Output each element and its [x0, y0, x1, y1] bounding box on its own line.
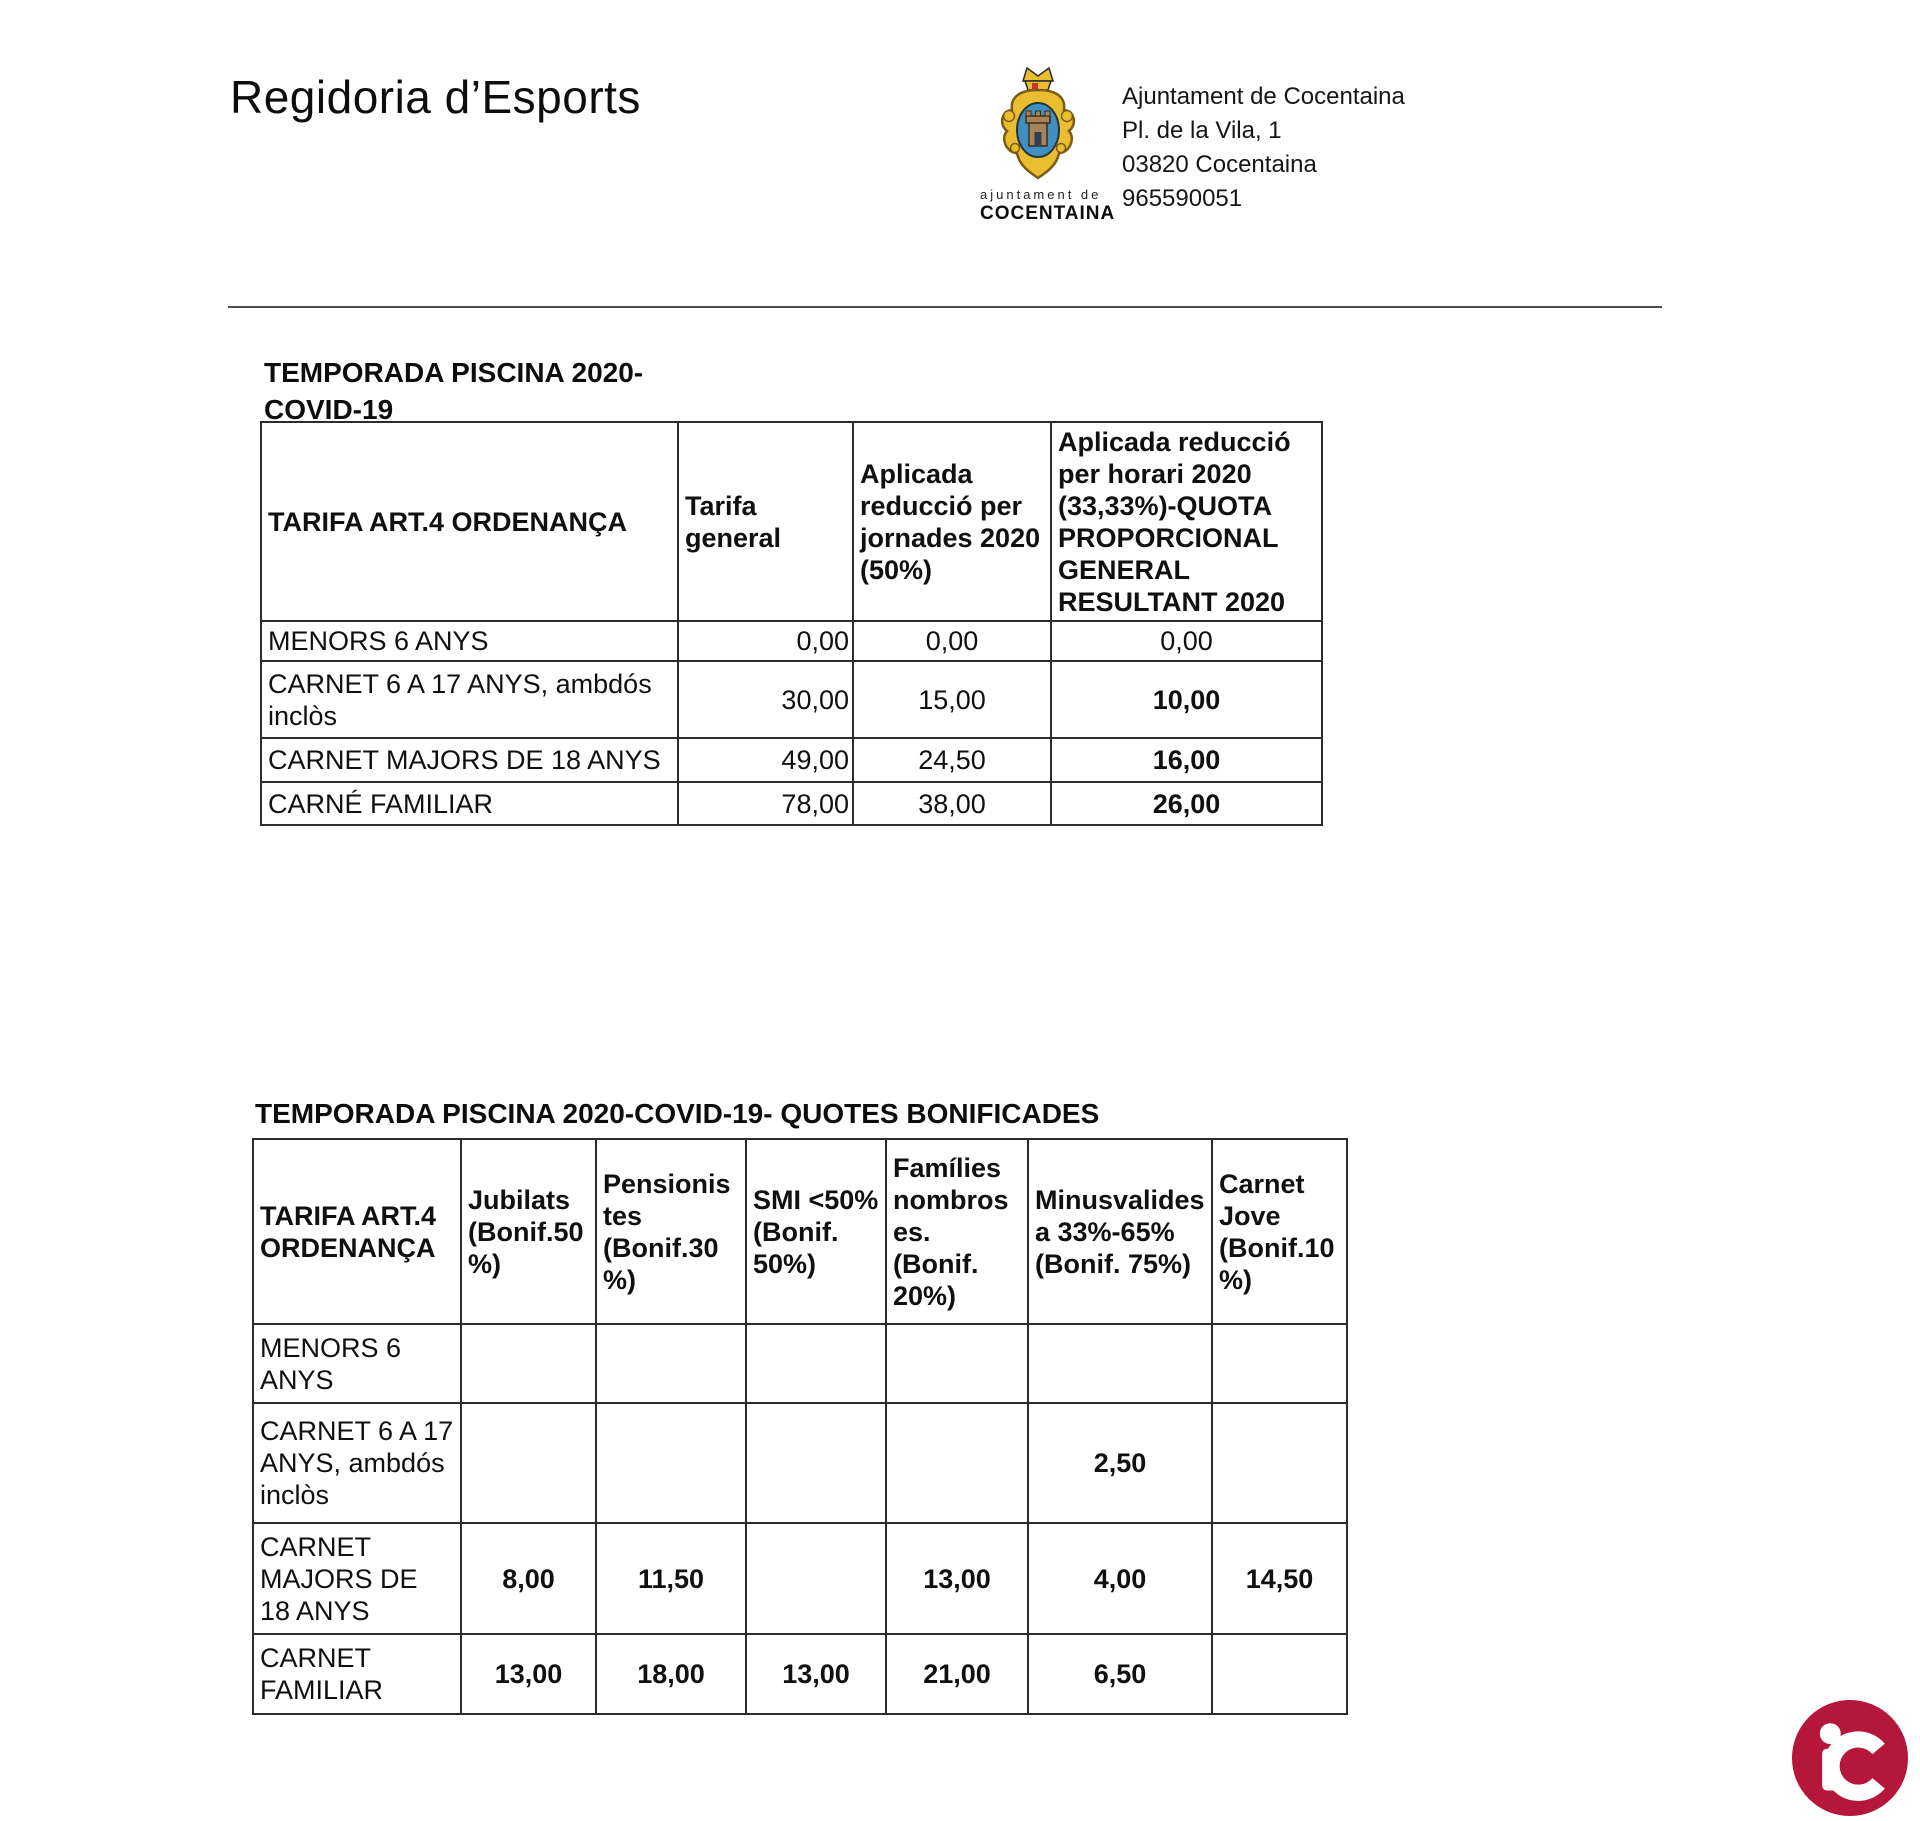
- table-row: MENORS 6 ANYS 0,00 0,00 0,00: [260, 620, 1323, 662]
- cell-tarifa-general: 0,00: [677, 620, 854, 662]
- cell-minusvalidesa: [1027, 1323, 1213, 1404]
- cell-reduccio-jornades: 38,00: [852, 781, 1052, 826]
- table-row: MENORS 6 ANYS: [252, 1323, 1348, 1404]
- column-header-minusvalidesa: Minusvalidesa 33%-65% (Bonif. 75%): [1027, 1138, 1213, 1325]
- cell-pensionistes: [595, 1402, 747, 1524]
- cell-reduccio-horari: 0,00: [1050, 620, 1323, 662]
- column-header-tarifa-general: Tarifa general: [677, 421, 854, 622]
- cell-jubilats: [460, 1402, 597, 1524]
- ic-circle-icon: [1792, 1700, 1908, 1816]
- table-header-row: TARIFA ART.4 ORDENANÇA Tarifa general Ap…: [260, 421, 1323, 622]
- column-header-carnet-jove: Carnet Jove (Bonif.10%): [1211, 1138, 1348, 1325]
- cell-reduccio-horari: 16,00: [1050, 737, 1323, 783]
- table-tarifes-generals: TARIFA ART.4 ORDENANÇA Tarifa general Ap…: [260, 421, 1323, 826]
- row-label: CARNÉ FAMILIAR: [260, 781, 679, 826]
- ic-logo-badge: [1792, 1700, 1908, 1816]
- crest-caption-name: COCENTAINA: [980, 203, 1116, 224]
- cell-smi: [745, 1402, 887, 1524]
- cell-pensionistes: 11,50: [595, 1522, 747, 1635]
- cell-reduccio-jornades: 15,00: [852, 660, 1052, 739]
- table-row: CARNET MAJORS DE 18 ANYS 8,00 11,50 13,0…: [252, 1522, 1348, 1635]
- table-row: CARNÉ FAMILIAR 78,00 38,00 26,00: [260, 781, 1323, 826]
- table-row: CARNET FAMILIAR 13,00 18,00 13,00 21,00 …: [252, 1633, 1348, 1715]
- column-header-tarifa: TARIFA ART.4 ORDENANÇA: [260, 421, 679, 622]
- column-header-tarifa: TARIFA ART.4 ORDENANÇA: [252, 1138, 462, 1325]
- cell-reduccio-jornades: 24,50: [852, 737, 1052, 783]
- section-title-quotes-bonificades: TEMPORADA PISCINA 2020-COVID-19- QUOTES …: [255, 1098, 1100, 1129]
- row-label: CARNET MAJORS DE 18 ANYS: [252, 1522, 462, 1635]
- cell-reduccio-horari: 26,00: [1050, 781, 1323, 826]
- table-row: CARNET 6 A 17 ANYS, ambdós inclòs 30,00 …: [260, 660, 1323, 739]
- cell-smi: [745, 1522, 887, 1635]
- cell-jubilats: 13,00: [460, 1633, 597, 1715]
- municipal-crest: ajuntament de COCENTAINA: [980, 64, 1116, 225]
- table-row: CARNET 6 A 17 ANYS, ambdós inclòs 2,50: [252, 1402, 1348, 1524]
- section-title-temporada-piscina: TEMPORADA PISCINA 2020- COVID-19: [264, 354, 643, 428]
- cell-tarifa-general: 78,00: [677, 781, 854, 826]
- cell-tarifa-general: 30,00: [677, 660, 854, 739]
- cell-families: 13,00: [885, 1522, 1029, 1635]
- section-title-line: TEMPORADA PISCINA 2020-: [264, 357, 644, 388]
- header-divider: [228, 306, 1662, 308]
- table-quotes-bonificades: TARIFA ART.4 ORDENANÇA Jubilats (Bonif.5…: [252, 1138, 1348, 1715]
- cell-carnet-jove: 14,50: [1211, 1522, 1348, 1635]
- cell-tarifa-general: 49,00: [677, 737, 854, 783]
- org-phone: 965590051: [1122, 185, 1243, 212]
- row-label: MENORS 6 ANYS: [260, 620, 679, 662]
- coat-of-arms-icon: [1000, 66, 1075, 180]
- cell-families: [885, 1402, 1029, 1524]
- column-header-jubilats: Jubilats (Bonif.50%): [460, 1138, 597, 1325]
- cell-reduccio-horari: 10,00: [1050, 660, 1323, 739]
- row-label: MENORS 6 ANYS: [252, 1323, 462, 1404]
- row-label: CARNET 6 A 17 ANYS, ambdós inclòs: [252, 1402, 462, 1524]
- cell-pensionistes: [595, 1323, 747, 1404]
- cell-minusvalidesa: 4,00: [1027, 1522, 1213, 1635]
- org-name: Ajuntament de Cocentaina: [1122, 83, 1405, 110]
- column-header-pensionistes: Pensionistes (Bonif.30%): [595, 1138, 747, 1325]
- cell-minusvalidesa: 6,50: [1027, 1633, 1213, 1715]
- cell-carnet-jove: [1211, 1633, 1348, 1715]
- column-header-smi: SMI <50% (Bonif. 50%): [745, 1138, 887, 1325]
- column-header-reduccio-horari: Aplicada reducció per horari 2020 (33,33…: [1050, 421, 1323, 622]
- cell-minusvalidesa: 2,50: [1027, 1402, 1213, 1524]
- org-city: 03820 Cocentaina: [1122, 151, 1317, 178]
- cell-smi: [745, 1323, 887, 1404]
- cell-reduccio-jornades: 0,00: [852, 620, 1052, 662]
- section-title-line: COVID-19: [264, 394, 394, 425]
- cell-pensionistes: 18,00: [595, 1633, 747, 1715]
- cell-families: [885, 1323, 1029, 1404]
- row-label: CARNET 6 A 17 ANYS, ambdós inclòs: [260, 660, 679, 739]
- cell-jubilats: [460, 1323, 597, 1404]
- cell-carnet-jove: [1211, 1323, 1348, 1404]
- page-title: Regidoria d’Esports: [230, 71, 641, 123]
- crest-caption-small: ajuntament de: [980, 187, 1102, 202]
- row-label: CARNET MAJORS DE 18 ANYS: [260, 737, 679, 783]
- org-street: Pl. de la Vila, 1: [1122, 117, 1282, 144]
- cell-jubilats: 8,00: [460, 1522, 597, 1635]
- table-row: CARNET MAJORS DE 18 ANYS 49,00 24,50 16,…: [260, 737, 1323, 783]
- column-header-families-nombroses: Famílies nombroses. (Bonif. 20%): [885, 1138, 1029, 1325]
- row-label: CARNET FAMILIAR: [252, 1633, 462, 1715]
- table-header-row: TARIFA ART.4 ORDENANÇA Jubilats (Bonif.5…: [252, 1138, 1348, 1325]
- cell-smi: 13,00: [745, 1633, 887, 1715]
- cell-carnet-jove: [1211, 1402, 1348, 1524]
- org-address-block: Ajuntament de Cocentaina Pl. de la Vila,…: [1122, 80, 1405, 216]
- column-header-reduccio-jornades: Aplicada reducció per jornades 2020 (50%…: [852, 421, 1052, 622]
- cell-families: 21,00: [885, 1633, 1029, 1715]
